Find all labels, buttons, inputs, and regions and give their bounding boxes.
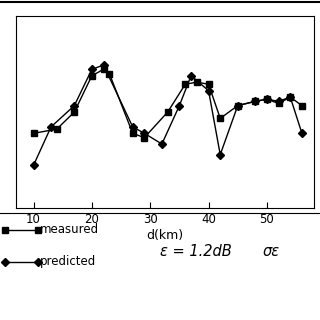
X-axis label: d(km): d(km) [146, 228, 183, 242]
Text: measured: measured [40, 223, 100, 236]
Text: σε: σε [262, 244, 280, 259]
Text: predicted: predicted [40, 255, 97, 268]
Text: ε = 1.2dB: ε = 1.2dB [160, 244, 232, 259]
